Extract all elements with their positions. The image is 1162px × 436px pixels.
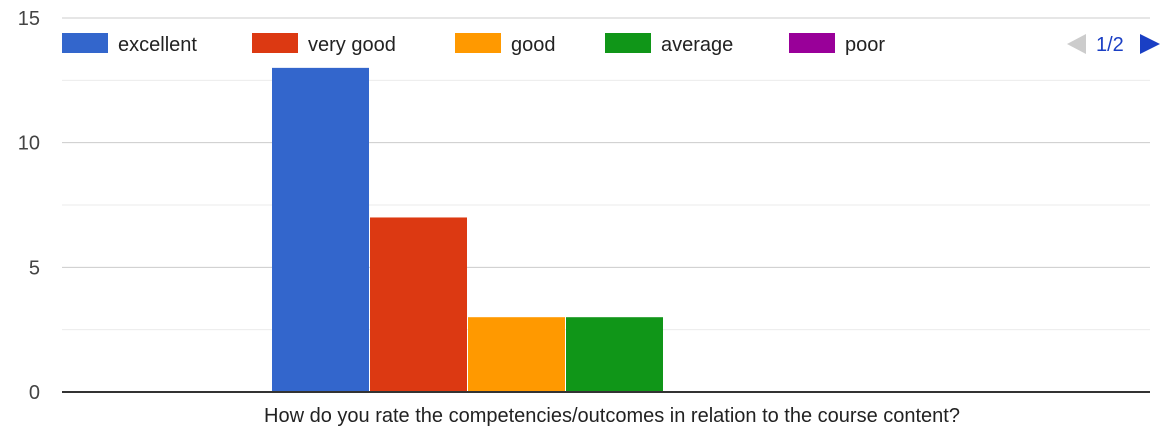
legend-swatch: [62, 33, 108, 53]
y-tick-label: 15: [18, 8, 40, 30]
legend-next-page-icon[interactable]: [1140, 34, 1160, 54]
legend-label: average: [661, 34, 733, 56]
category-label: How do you rate the competencies/outcome…: [264, 405, 960, 427]
legend-item-average[interactable]: average: [605, 33, 733, 56]
legend-item-good[interactable]: good: [455, 33, 556, 56]
bar-excellent: [272, 67, 369, 392]
legend-swatch: [455, 33, 501, 53]
legend-prev-page-icon[interactable]: [1067, 34, 1086, 54]
legend-label: good: [511, 34, 556, 56]
legend-item-poor[interactable]: poor: [789, 33, 885, 56]
legend-swatch: [789, 33, 835, 53]
bars: [272, 67, 663, 392]
legend-swatch: [605, 33, 651, 53]
legend-swatch: [252, 33, 298, 53]
legend: excellent very good good average poor: [62, 33, 885, 56]
bar-good: [468, 317, 565, 392]
bar-average: [566, 317, 663, 392]
gridlines: [62, 17, 1150, 331]
legend-item-excellent[interactable]: excellent: [62, 33, 197, 56]
bar-very-good: [370, 217, 467, 392]
y-tick-label: 5: [29, 257, 40, 279]
legend-page-indicator: 1/2: [1096, 34, 1124, 56]
y-tick-label: 10: [18, 133, 40, 155]
legend-label: very good: [308, 34, 396, 56]
legend-label: poor: [845, 34, 885, 56]
legend-item-very-good[interactable]: very good: [252, 33, 396, 56]
legend-pager[interactable]: 1/2: [1067, 34, 1160, 56]
y-axis-tick-labels: 0 5 10 15: [18, 8, 40, 404]
legend-label: excellent: [118, 34, 197, 56]
y-tick-label: 0: [29, 382, 40, 404]
